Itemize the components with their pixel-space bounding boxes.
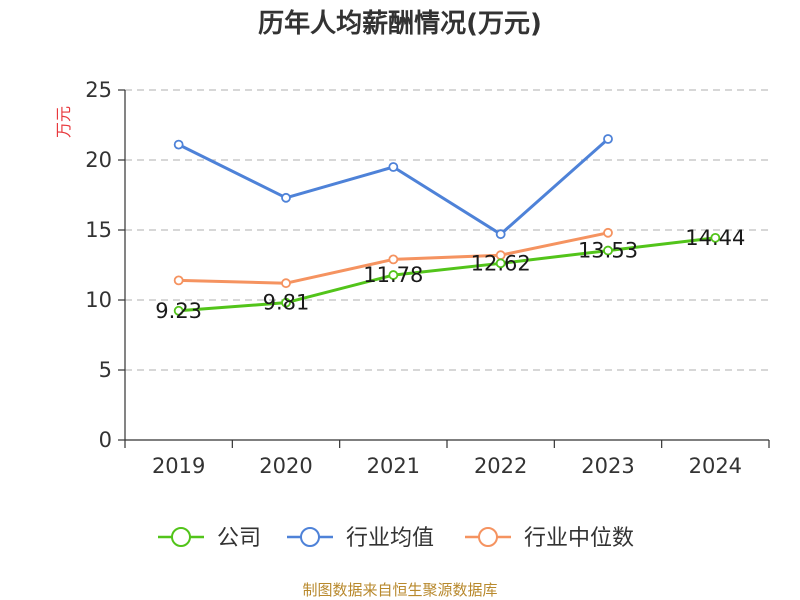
- x-tick-label: 2024: [689, 454, 742, 478]
- x-tick-label: 2023: [581, 454, 634, 478]
- legend-item[interactable]: 行业均值: [287, 526, 434, 551]
- legend-item[interactable]: 公司: [158, 526, 261, 551]
- data-point: [388, 162, 399, 172]
- y-tick-label: 10: [85, 288, 112, 312]
- source-note: 制图数据来自恒生聚源数据库: [302, 581, 497, 599]
- legend-marker: [478, 527, 498, 547]
- y-tick-label: 15: [85, 218, 112, 242]
- data-label: 13.53: [578, 239, 638, 263]
- x-axis-ticks: 2019 2020 2021 2022 2023 2024: [124, 440, 770, 478]
- y-tick-label: 5: [99, 358, 112, 382]
- data-point: [281, 192, 291, 203]
- x-tick-label: 2019: [152, 454, 205, 478]
- data-point: [603, 245, 613, 256]
- series-line: [178, 236, 716, 313]
- data-point: [710, 232, 721, 243]
- legend-label: 公司: [217, 526, 261, 551]
- data-point: [495, 258, 506, 269]
- data-label: 9.81: [263, 291, 310, 315]
- legend-marker: [171, 527, 191, 547]
- legend-label: 行业均值: [346, 526, 434, 551]
- y-tick-label: 0: [99, 428, 112, 452]
- data-labels: 9.23 9.81 11.78 12.62 13.53 14.44: [155, 226, 745, 323]
- data-point: [281, 297, 291, 308]
- data-point: [388, 270, 399, 280]
- chart-title: 历年人均薪酬情况(万元): [258, 8, 542, 39]
- y-axis-ticks: 0 5 10 15 20 25: [85, 78, 125, 452]
- data-point: [603, 134, 613, 144]
- x-tick-label: 2020: [259, 454, 312, 478]
- series-layer: [173, 134, 721, 316]
- y-tick-label: 20: [85, 148, 112, 172]
- data-label: 12.62: [471, 251, 531, 275]
- data-point: [603, 227, 613, 238]
- data-point: [495, 229, 506, 240]
- data-point: [173, 305, 184, 316]
- data-point: [173, 275, 184, 286]
- grid-lines: [125, 89, 769, 371]
- x-tick-label: 2021: [367, 454, 420, 478]
- data-label: 14.44: [685, 226, 745, 250]
- x-tick-label: 2022: [474, 454, 527, 478]
- y-axis-label: 万元: [54, 106, 73, 138]
- data-point: [388, 254, 399, 265]
- y-tick-label: 25: [85, 78, 112, 102]
- legend-label: 行业中位数: [524, 526, 634, 551]
- series-line: [178, 137, 609, 236]
- data-label: 9.23: [155, 299, 202, 323]
- data-label: 11.78: [363, 263, 423, 287]
- data-point: [173, 139, 184, 150]
- legend: 公司 行业均值 行业中位数: [158, 526, 634, 551]
- data-point: [281, 278, 291, 289]
- legend-item[interactable]: 行业中位数: [465, 526, 634, 551]
- legend-marker: [300, 527, 320, 547]
